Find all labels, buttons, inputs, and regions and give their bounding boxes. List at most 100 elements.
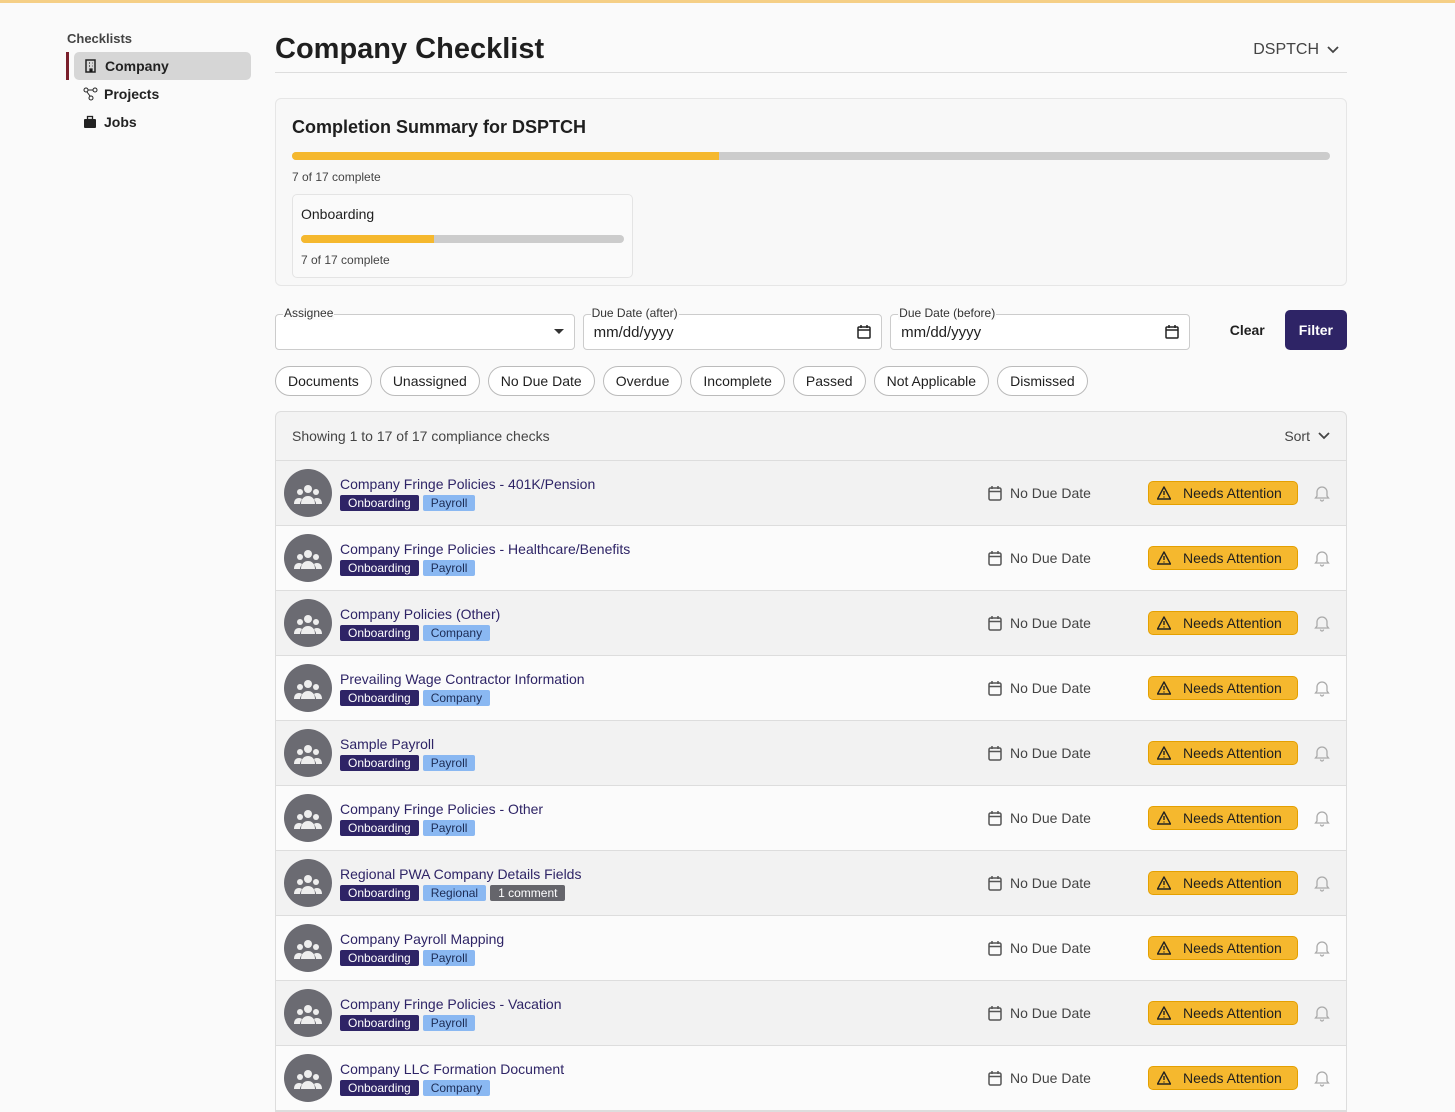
sidebar: Checklists Company Projects Jobs	[66, 31, 251, 136]
check-row: Prevailing Wage Contractor Information On…	[276, 656, 1346, 721]
due-date: No Due Date	[988, 1070, 1148, 1086]
bell[interactable]	[1298, 615, 1346, 632]
due-text: No Due Date	[1010, 1005, 1091, 1021]
bell[interactable]	[1298, 550, 1346, 567]
filter-chip[interactable]: Dismissed	[997, 366, 1088, 396]
status-badge: Needs Attention	[1148, 546, 1298, 570]
icon	[988, 1005, 1002, 1021]
icon	[1314, 615, 1330, 632]
due-date: No Due Date	[988, 485, 1148, 501]
filter-chip[interactable]: No Due Date	[487, 366, 595, 396]
sidebar-label: Projects	[104, 86, 160, 102]
status-badge: Needs Attention	[1148, 936, 1298, 960]
filter-chips: Documents Unassigned No Due Date Overdue Inc…	[275, 366, 1347, 396]
main: Company Checklist DSPTCH Completion Summ…	[275, 31, 1347, 1112]
status-text: Needs Attention	[1183, 940, 1282, 956]
icon	[1157, 551, 1171, 565]
tag: Onboarding	[340, 949, 419, 966]
progress-fill	[301, 235, 434, 243]
row-info: Company Fringe Policies - 401K/Pension On…	[340, 476, 988, 511]
status-text: Needs Attention	[1183, 1005, 1282, 1021]
filter-chip[interactable]: Overdue	[602, 366, 683, 396]
tag: Onboarding	[340, 819, 419, 836]
row-info: Company LLC Formation Document Onboarding…	[340, 1061, 988, 1096]
check-title[interactable]: Company Policies (Other)	[340, 605, 501, 622]
bell[interactable]	[1298, 485, 1346, 502]
row-info: Prevailing Wage Contractor Information On…	[340, 671, 988, 706]
avatar	[284, 1054, 332, 1102]
check-title[interactable]: Company Fringe Policies - Healthcare/Ben…	[340, 540, 631, 557]
status-text: Needs Attention	[1183, 875, 1282, 891]
icon	[1314, 1070, 1330, 1087]
list-header: Showing 1 to 17 of 17 compliance checks …	[276, 412, 1346, 461]
page-title: Company Checklist	[275, 33, 545, 65]
icon	[988, 940, 1002, 956]
icon	[1314, 550, 1330, 567]
progress-fill	[292, 152, 720, 160]
check-title[interactable]: Company Fringe Policies - Vacation	[340, 995, 562, 1012]
bell[interactable]	[1298, 1005, 1346, 1022]
check-title[interactable]: Regional PWA Company Details Fields	[340, 865, 582, 882]
icon	[988, 810, 1002, 826]
row-info: Company Fringe Policies - Other Onboardin…	[340, 801, 988, 836]
filter-chip[interactable]: Passed	[792, 366, 866, 396]
bell[interactable]	[1298, 680, 1346, 697]
check-title[interactable]: Sample Payroll	[340, 735, 435, 752]
check-title[interactable]: Prevailing Wage Contractor Information	[340, 670, 585, 687]
filter-chip[interactable]: Not Applicable	[873, 366, 990, 396]
clear-button[interactable]: Clear	[1229, 322, 1265, 338]
row-info: Company Policies (Other) Onboarding Compan…	[340, 606, 988, 641]
filter-field[interactable]: Due Date (after) mm/dd/yyyy	[582, 306, 883, 350]
filter-chip[interactable]: Incomplete	[690, 366, 785, 396]
check-title[interactable]: Company Fringe Policies - 401K/Pension	[340, 475, 596, 492]
avatar	[284, 729, 332, 777]
field-placeholder: mm/dd/yyyy	[593, 323, 674, 341]
sidebar-label: Jobs	[104, 114, 137, 130]
check-title[interactable]: Company Payroll Mapping	[340, 930, 505, 947]
bell[interactable]	[1298, 875, 1346, 892]
filter-field[interactable]: Assignee	[275, 306, 575, 350]
avatar	[284, 664, 332, 712]
status-text: Needs Attention	[1183, 485, 1282, 501]
tag: Onboarding	[340, 624, 419, 641]
check-row: Company Fringe Policies - Other Onboardin…	[276, 786, 1346, 851]
status-text: Needs Attention	[1183, 1070, 1282, 1086]
bell[interactable]	[1298, 1070, 1346, 1087]
sidebar-item[interactable]: Company	[66, 52, 251, 80]
sort-label: Sort	[1284, 428, 1310, 444]
tag: Regional	[422, 884, 487, 901]
avatar	[284, 599, 332, 647]
bell[interactable]	[1298, 940, 1346, 957]
icon	[84, 115, 96, 128]
tag: Payroll	[422, 559, 476, 576]
tags: Onboarding Company	[340, 1079, 988, 1096]
tags: Onboarding Payroll	[340, 494, 988, 511]
sidebar-item[interactable]: Jobs	[67, 108, 251, 136]
check-title[interactable]: Company LLC Formation Document	[340, 1060, 565, 1077]
tag: 1 comment	[490, 884, 566, 901]
tag: Payroll	[422, 1014, 476, 1031]
filter-button[interactable]: Filter	[1284, 310, 1347, 350]
filter-field[interactable]: Due Date (before) mm/dd/yyyy	[890, 306, 1190, 350]
bell[interactable]	[1298, 810, 1346, 827]
due-date: No Due Date	[988, 550, 1148, 566]
org-name: DSPTCH	[1253, 40, 1319, 58]
filter-chip[interactable]: Unassigned	[379, 366, 480, 396]
org-select[interactable]: DSPTCH	[1253, 41, 1339, 59]
status-badge: Needs Attention	[1148, 741, 1298, 765]
tags: Onboarding Payroll	[340, 1014, 988, 1031]
sidebar-item[interactable]: Projects	[67, 80, 251, 108]
sort-button[interactable]: Sort	[1284, 428, 1330, 444]
status-badge: Needs Attention	[1148, 1001, 1298, 1025]
tags: Onboarding Company	[340, 689, 988, 706]
row-info: Company Fringe Policies - Healthcare/Ben…	[340, 541, 988, 576]
filter-row: Assignee Due Date (after) mm/dd/yyyy Due Da…	[275, 306, 1347, 350]
due-text: No Due Date	[1010, 810, 1091, 826]
filter-chip[interactable]: Documents	[275, 366, 372, 396]
summary-card: Completion Summary for DSPTCH 7 of 17 co…	[275, 98, 1347, 286]
check-title[interactable]: Company Fringe Policies - Other	[340, 800, 544, 817]
row-info: Sample Payroll Onboarding Payroll	[340, 736, 988, 771]
icon	[1157, 616, 1171, 630]
bell[interactable]	[1298, 745, 1346, 762]
due-text: No Due Date	[1010, 680, 1091, 696]
